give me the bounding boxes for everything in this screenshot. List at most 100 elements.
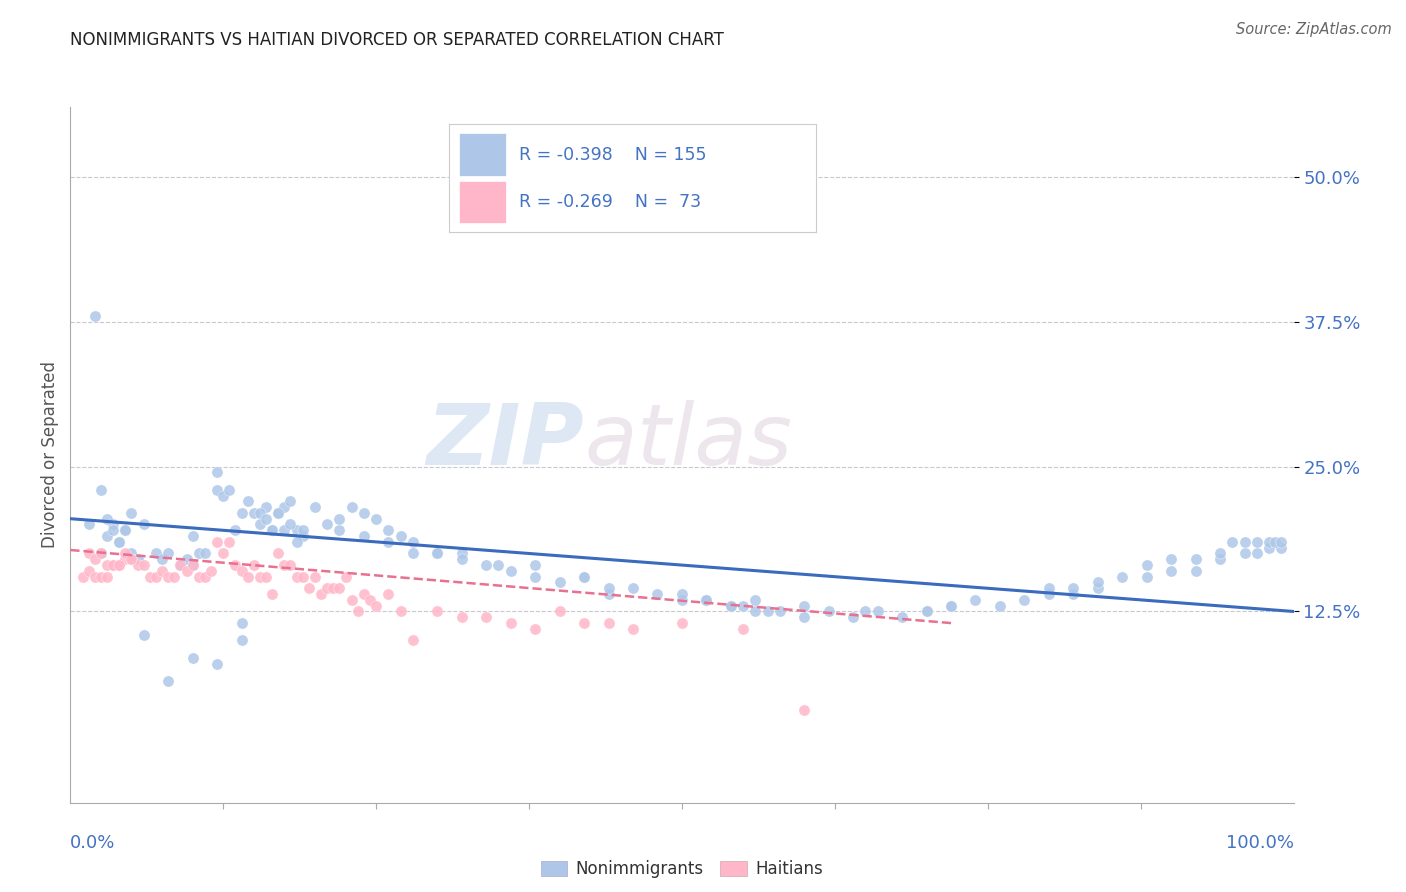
Point bbox=[218, 483, 240, 497]
Point bbox=[572, 615, 595, 630]
Text: ZIP: ZIP bbox=[426, 400, 583, 483]
Point bbox=[621, 622, 644, 636]
Point bbox=[733, 622, 755, 636]
Point bbox=[1246, 546, 1268, 561]
Point bbox=[101, 517, 124, 532]
Point bbox=[524, 558, 547, 573]
Point bbox=[205, 483, 228, 497]
Point bbox=[346, 605, 368, 619]
Point bbox=[157, 674, 180, 689]
Point bbox=[114, 552, 136, 566]
Point bbox=[793, 610, 815, 624]
Point bbox=[939, 599, 962, 613]
Point bbox=[598, 587, 620, 601]
Point bbox=[671, 615, 693, 630]
Point bbox=[231, 615, 253, 630]
Point bbox=[671, 592, 693, 607]
Point bbox=[291, 570, 314, 584]
Point bbox=[488, 558, 510, 573]
Point bbox=[793, 599, 815, 613]
Point bbox=[285, 534, 308, 549]
Point bbox=[335, 570, 357, 584]
Point bbox=[475, 610, 498, 624]
Point bbox=[273, 558, 295, 573]
Point bbox=[1136, 558, 1159, 573]
Point bbox=[121, 552, 143, 566]
Point bbox=[262, 523, 284, 537]
Point bbox=[267, 546, 290, 561]
Point bbox=[621, 582, 644, 596]
Point bbox=[108, 534, 131, 549]
Point bbox=[915, 605, 938, 619]
Point bbox=[548, 575, 571, 590]
Point bbox=[114, 523, 136, 537]
Point bbox=[695, 592, 717, 607]
Point bbox=[426, 605, 449, 619]
Point bbox=[108, 534, 131, 549]
Point bbox=[132, 517, 155, 532]
Point bbox=[353, 506, 375, 520]
Point bbox=[598, 615, 620, 630]
Point bbox=[236, 494, 259, 508]
Point bbox=[1111, 570, 1133, 584]
Point bbox=[1209, 546, 1232, 561]
Point bbox=[267, 506, 290, 520]
Point bbox=[181, 558, 204, 573]
Point bbox=[200, 564, 222, 578]
Point bbox=[145, 570, 167, 584]
Point bbox=[291, 529, 314, 543]
Text: NONIMMIGRANTS VS HAITIAN DIVORCED OR SEPARATED CORRELATION CHART: NONIMMIGRANTS VS HAITIAN DIVORCED OR SEP… bbox=[70, 31, 724, 49]
Point bbox=[450, 552, 472, 566]
Point bbox=[218, 534, 240, 549]
Point bbox=[598, 582, 620, 596]
Point bbox=[262, 523, 284, 537]
Point bbox=[157, 570, 180, 584]
Point bbox=[499, 564, 522, 578]
Point bbox=[366, 512, 388, 526]
Point bbox=[90, 546, 112, 561]
Point bbox=[1233, 546, 1256, 561]
Point bbox=[243, 558, 266, 573]
Point bbox=[939, 599, 962, 613]
Point bbox=[132, 558, 155, 573]
Point bbox=[1220, 534, 1243, 549]
Point bbox=[322, 582, 344, 596]
Point bbox=[280, 494, 302, 508]
Point bbox=[96, 512, 118, 526]
Point bbox=[224, 523, 246, 537]
Legend: Nonimmigrants, Haitians: Nonimmigrants, Haitians bbox=[534, 854, 830, 885]
Point bbox=[249, 570, 271, 584]
Point bbox=[1087, 575, 1109, 590]
Y-axis label: Divorced or Separated: Divorced or Separated bbox=[41, 361, 59, 549]
Point bbox=[205, 466, 228, 480]
Point bbox=[236, 570, 259, 584]
Point bbox=[150, 552, 173, 566]
Point bbox=[1160, 552, 1182, 566]
Point bbox=[121, 506, 143, 520]
Point bbox=[402, 633, 425, 648]
Point bbox=[647, 587, 669, 601]
Point bbox=[212, 489, 235, 503]
Point bbox=[353, 529, 375, 543]
Point bbox=[254, 512, 277, 526]
Point bbox=[744, 605, 766, 619]
Point bbox=[377, 534, 399, 549]
Point bbox=[1062, 582, 1084, 596]
Point bbox=[817, 605, 839, 619]
Point bbox=[298, 582, 321, 596]
Point bbox=[169, 558, 191, 573]
Point bbox=[1136, 570, 1159, 584]
Point bbox=[499, 615, 522, 630]
Point bbox=[1270, 534, 1292, 549]
Point bbox=[720, 599, 742, 613]
Point bbox=[127, 558, 149, 573]
Point bbox=[101, 523, 124, 537]
Point bbox=[756, 605, 779, 619]
Point bbox=[83, 570, 105, 584]
Point bbox=[1209, 552, 1232, 566]
Point bbox=[1264, 534, 1286, 549]
Point bbox=[83, 309, 105, 323]
Point bbox=[842, 610, 865, 624]
Point bbox=[90, 483, 112, 497]
Point bbox=[285, 523, 308, 537]
